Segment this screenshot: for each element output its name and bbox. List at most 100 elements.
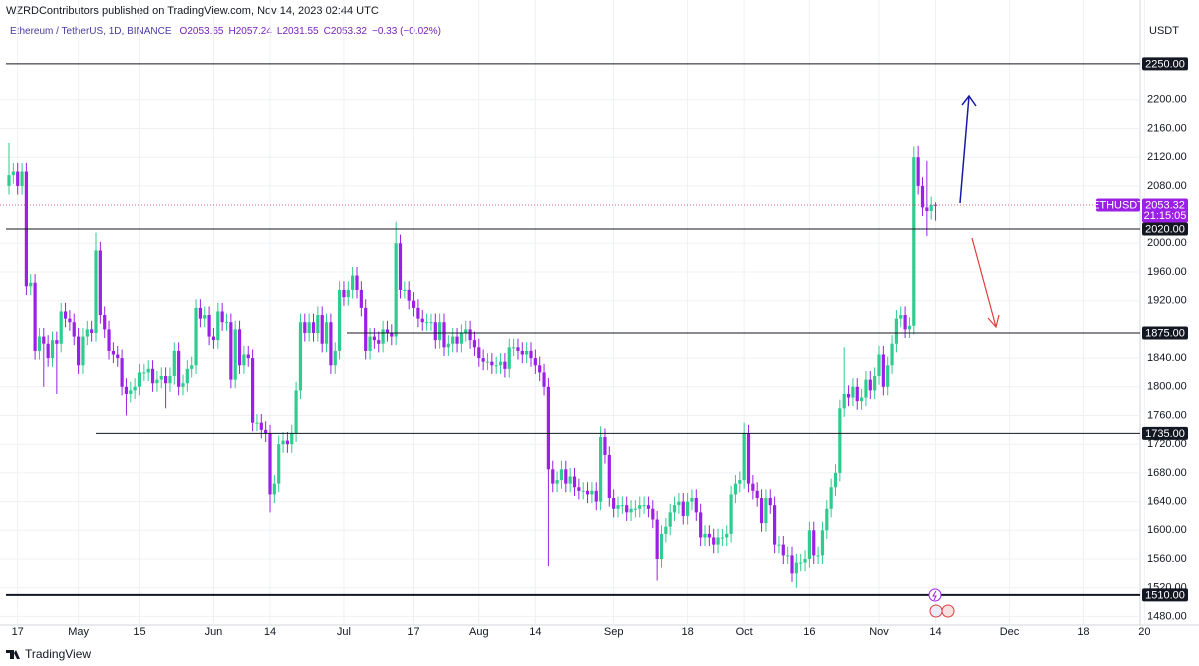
level-label: 1510.00 [1145, 589, 1185, 601]
ticker-tag [1096, 198, 1140, 212]
candle-body [29, 282, 33, 287]
candle-body [59, 311, 63, 344]
candle-body [207, 315, 211, 337]
candle-body [446, 343, 450, 348]
candle-body [464, 329, 468, 333]
candle-body [925, 207, 929, 212]
level-label: 2020.00 [1145, 223, 1185, 235]
candle-body [272, 483, 276, 495]
x-tick-label: Sep [604, 626, 624, 638]
candle-body [572, 476, 577, 488]
candle-body [137, 372, 142, 387]
currency-label: USDT [1149, 25, 1179, 37]
candle-body [729, 494, 733, 534]
y-tick-label: 1840.00 [1147, 352, 1187, 364]
candle-body [85, 329, 89, 337]
candle-body [359, 289, 363, 308]
candle-body [342, 289, 346, 298]
legend-symbol: Ethereum / TetherUS, 1D, BINANCE [10, 26, 172, 37]
candle-body [429, 322, 433, 324]
candle-body [625, 505, 629, 513]
x-tick-label: 20 [1138, 626, 1150, 638]
candle-body [203, 315, 207, 319]
y-tick-label: 1600.00 [1147, 524, 1187, 536]
candle-body [472, 340, 477, 348]
candle-body [533, 358, 537, 366]
candle-body [703, 533, 707, 538]
candle-body [33, 282, 37, 351]
candle-body [155, 379, 159, 384]
candle-body [690, 498, 694, 502]
candle-body [103, 315, 107, 330]
candle-body [668, 512, 672, 527]
drawn-arrows [959, 94, 1000, 329]
candle-body [477, 347, 481, 359]
footer-brand: TradingView [25, 647, 91, 661]
candle-body [351, 275, 355, 290]
candle-body [211, 336, 216, 341]
candle-body [807, 530, 811, 559]
candle-body [172, 350, 176, 377]
candle-body [442, 322, 446, 348]
down-arrow-head [987, 314, 1000, 329]
legend-ohlc-key: O [180, 26, 188, 37]
candle-body [224, 322, 229, 324]
candle-body [633, 508, 637, 510]
x-tick-label: 16 [803, 626, 815, 638]
candle-body [877, 354, 881, 377]
level-label: 1735.00 [1145, 428, 1185, 440]
candle-body [124, 386, 129, 394]
candle-body [651, 508, 655, 520]
candle-body [929, 204, 933, 212]
candle-body [890, 343, 894, 366]
candle-body [120, 358, 124, 387]
candle-body [825, 508, 829, 531]
candle-body [398, 243, 403, 290]
x-tick-label: 14 [529, 626, 541, 638]
candle-body [838, 408, 842, 473]
candle-body [751, 483, 755, 491]
candle-body [316, 315, 320, 333]
candle-body [603, 437, 607, 455]
candle-body [759, 498, 764, 524]
candle-body [694, 498, 698, 513]
x-tick-label: Dec [1000, 626, 1020, 638]
candle-body [542, 372, 546, 387]
price-tag [1142, 198, 1188, 223]
candle-body [68, 318, 72, 323]
candle-body [411, 300, 416, 308]
event-icon [928, 588, 942, 602]
candle-body [920, 185, 925, 208]
candle-body [416, 307, 420, 319]
candle-body [933, 204, 938, 206]
candle-body [407, 289, 411, 301]
candle-body [581, 490, 585, 492]
candle-body [564, 469, 568, 484]
candle-body [368, 336, 372, 351]
ticker-label: ETHUSDT [1092, 199, 1144, 211]
candle-body [246, 354, 250, 359]
candle-body [242, 354, 246, 366]
candle-body [812, 530, 816, 556]
candle-body [786, 555, 790, 557]
candle-body [886, 365, 890, 387]
candle-body [555, 480, 559, 484]
candle-body [899, 315, 903, 319]
candle-body [768, 498, 772, 506]
level-tag [1142, 588, 1188, 602]
candle-body [338, 289, 342, 351]
logo-icon [6, 650, 20, 659]
y-tick-label: 1920.00 [1147, 295, 1187, 307]
candle-body [746, 433, 751, 484]
candle-body [816, 555, 820, 557]
candle-body [346, 289, 350, 298]
y-tick-label: 2080.00 [1147, 180, 1187, 192]
candle-body [364, 307, 368, 351]
candle-body [655, 519, 659, 559]
candle-body [268, 433, 272, 495]
candle-body [733, 483, 738, 495]
candle-body [264, 429, 268, 434]
x-tick-label: 17 [407, 626, 419, 638]
